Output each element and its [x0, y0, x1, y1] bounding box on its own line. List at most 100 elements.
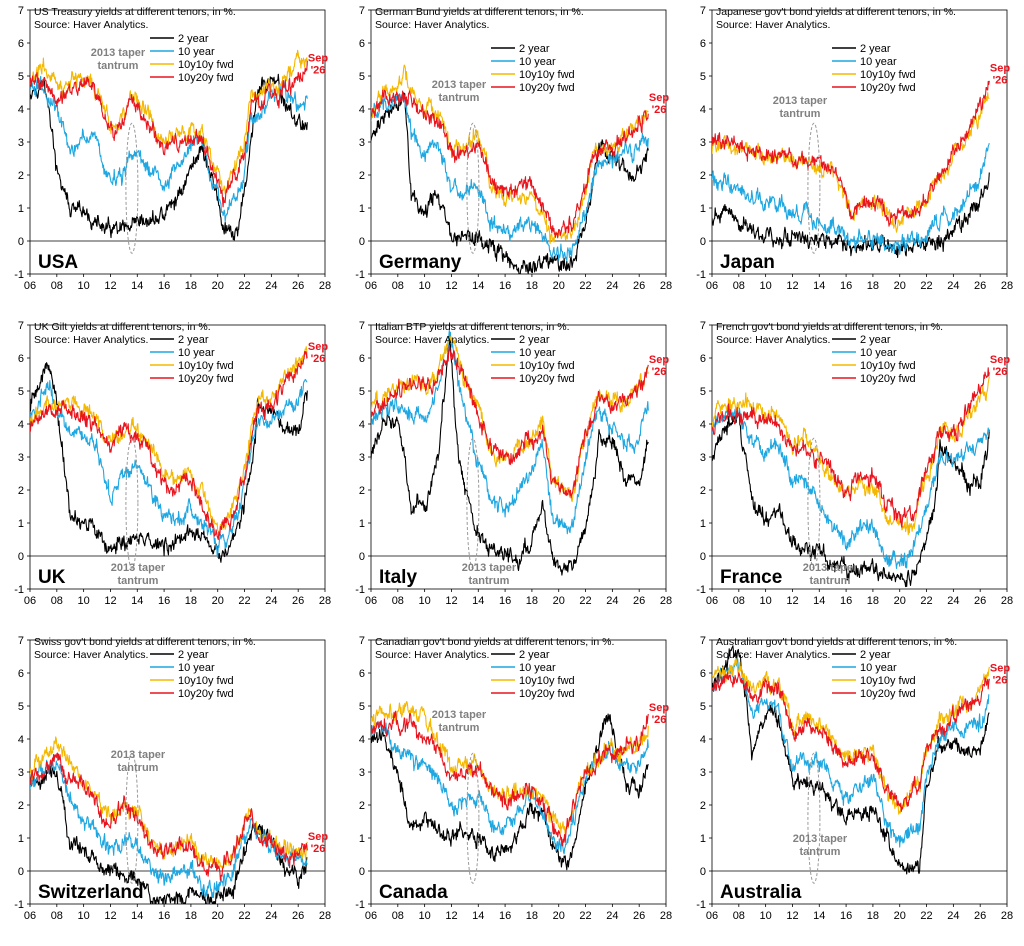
y-tick-label: 5 — [700, 701, 706, 713]
taper-tantrum-ellipse — [807, 122, 821, 254]
x-tick-label: 16 — [840, 280, 852, 292]
x-tick-label: 26 — [633, 595, 645, 607]
country-label: Australia — [720, 882, 802, 903]
x-tick-label: 14 — [131, 595, 143, 607]
chart-panel-uk: -1 0 1 2 3 4 5 6 7 06 08 10 12 14 16 18 20 22 24 26 28 2013 t… — [0, 315, 341, 630]
x-tick-label: 28 — [1001, 280, 1013, 292]
x-tick-label: 26 — [292, 280, 304, 292]
y-tick-label: 7 — [18, 320, 24, 332]
x-tick-label: 24 — [265, 595, 277, 607]
series-line-fwd-10y20y — [712, 367, 990, 528]
chart-title: Canadian gov't bond yields at different … — [375, 636, 614, 648]
y-tick-label: 6 — [18, 353, 24, 365]
taper-tantrum-label: tantrum — [439, 722, 480, 734]
x-tick-label: 18 — [526, 595, 538, 607]
y-tick-label: 7 — [359, 5, 365, 17]
y-tick-label: 3 — [359, 452, 365, 464]
legend-label-two-year: 2 year — [860, 334, 891, 346]
x-tick-label: 24 — [606, 910, 618, 922]
series-line-two-year — [30, 362, 308, 563]
x-tick-label: 18 — [867, 910, 879, 922]
x-tick-label: 08 — [51, 595, 63, 607]
country-label: UK — [38, 567, 66, 588]
x-tick-label: 26 — [633, 910, 645, 922]
x-tick-label: 28 — [660, 595, 672, 607]
y-tick-label: 4 — [359, 419, 365, 431]
chart-source: Source: Haver Analytics. — [375, 19, 489, 31]
y-tick-label: 2 — [18, 170, 24, 182]
legend-label-fwd-10y20y: 10y20y fwd — [860, 82, 916, 94]
y-tick-label: 3 — [700, 452, 706, 464]
y-tick-label: 2 — [700, 485, 706, 497]
legend-label-fwd-10y20y: 10y20y fwd — [178, 373, 234, 385]
country-label: Italy — [379, 567, 417, 588]
x-tick-label: 18 — [185, 910, 197, 922]
legend-label-fwd-10y20y: 10y20y fwd — [860, 373, 916, 385]
y-tick-label: 6 — [18, 668, 24, 680]
x-tick-label: 26 — [292, 595, 304, 607]
taper-tantrum-label: 2013 taper — [432, 79, 487, 91]
x-tick-label: 24 — [265, 910, 277, 922]
y-tick-label: 0 — [700, 551, 706, 563]
sep-26-label: Sep — [308, 341, 328, 353]
sep-26-label: Sep — [308, 831, 328, 843]
chart-panel-usa: -1 0 1 2 3 4 5 6 7 06 08 10 12 14 16 18 20 22 24 26 28 2013 t… — [0, 0, 341, 315]
x-tick-label: 20 — [553, 595, 565, 607]
sep-26-label: '26 — [311, 353, 326, 365]
country-label: Japan — [720, 252, 775, 273]
series-line-two-year — [371, 338, 649, 576]
y-tick-label: 2 — [359, 485, 365, 497]
y-tick-label: -1 — [14, 899, 24, 911]
x-tick-label: 20 — [894, 595, 906, 607]
y-tick-label: 7 — [359, 635, 365, 647]
x-tick-label: 26 — [974, 595, 986, 607]
y-tick-label: 5 — [359, 71, 365, 83]
series-line-fwd-10y10y — [30, 346, 308, 535]
sep-26-label: Sep — [649, 354, 669, 366]
chart-title: Italian BTP yields at different tenors, … — [375, 321, 570, 333]
series-line-ten-year — [371, 720, 649, 855]
x-tick-label: 24 — [606, 280, 618, 292]
legend-label-two-year: 2 year — [860, 43, 891, 55]
x-tick-label: 14 — [131, 910, 143, 922]
series-line-fwd-10y10y — [371, 64, 649, 245]
y-tick-label: 0 — [700, 236, 706, 248]
y-tick-label: 3 — [359, 767, 365, 779]
series-line-fwd-10y20y — [712, 672, 990, 812]
y-tick-label: 6 — [700, 353, 706, 365]
x-tick-label: 08 — [733, 280, 745, 292]
sep-26-label: '26 — [993, 74, 1008, 86]
legend-label-fwd-10y10y: 10y10y fwd — [860, 675, 916, 687]
x-tick-label: 22 — [579, 910, 591, 922]
y-tick-label: -1 — [355, 269, 365, 281]
y-tick-label: 0 — [18, 551, 24, 563]
x-tick-label: 28 — [660, 280, 672, 292]
y-tick-label: 3 — [359, 137, 365, 149]
y-tick-label: 0 — [700, 866, 706, 878]
x-tick-label: 14 — [472, 595, 484, 607]
x-tick-label: 16 — [499, 595, 511, 607]
x-tick-label: 28 — [660, 910, 672, 922]
sep-26-label: Sep — [649, 92, 669, 104]
x-tick-label: 10 — [419, 280, 431, 292]
y-tick-label: 5 — [359, 701, 365, 713]
x-tick-label: 28 — [319, 280, 331, 292]
x-tick-label: 16 — [158, 280, 170, 292]
x-tick-label: 22 — [920, 595, 932, 607]
sep-26-label: '26 — [652, 714, 667, 726]
taper-tantrum-label: tantrum — [780, 108, 821, 120]
taper-tantrum-ellipse — [125, 122, 139, 254]
y-tick-label: 4 — [18, 419, 24, 431]
y-tick-label: 5 — [700, 71, 706, 83]
y-tick-label: 4 — [700, 419, 706, 431]
x-tick-label: 14 — [813, 910, 825, 922]
legend-label-fwd-10y10y: 10y10y fwd — [178, 675, 234, 687]
x-tick-label: 18 — [185, 280, 197, 292]
x-tick-label: 22 — [920, 280, 932, 292]
sep-26-label: Sep — [308, 52, 328, 64]
x-tick-label: 10 — [419, 595, 431, 607]
taper-tantrum-ellipse — [466, 437, 480, 569]
x-tick-label: 16 — [499, 280, 511, 292]
